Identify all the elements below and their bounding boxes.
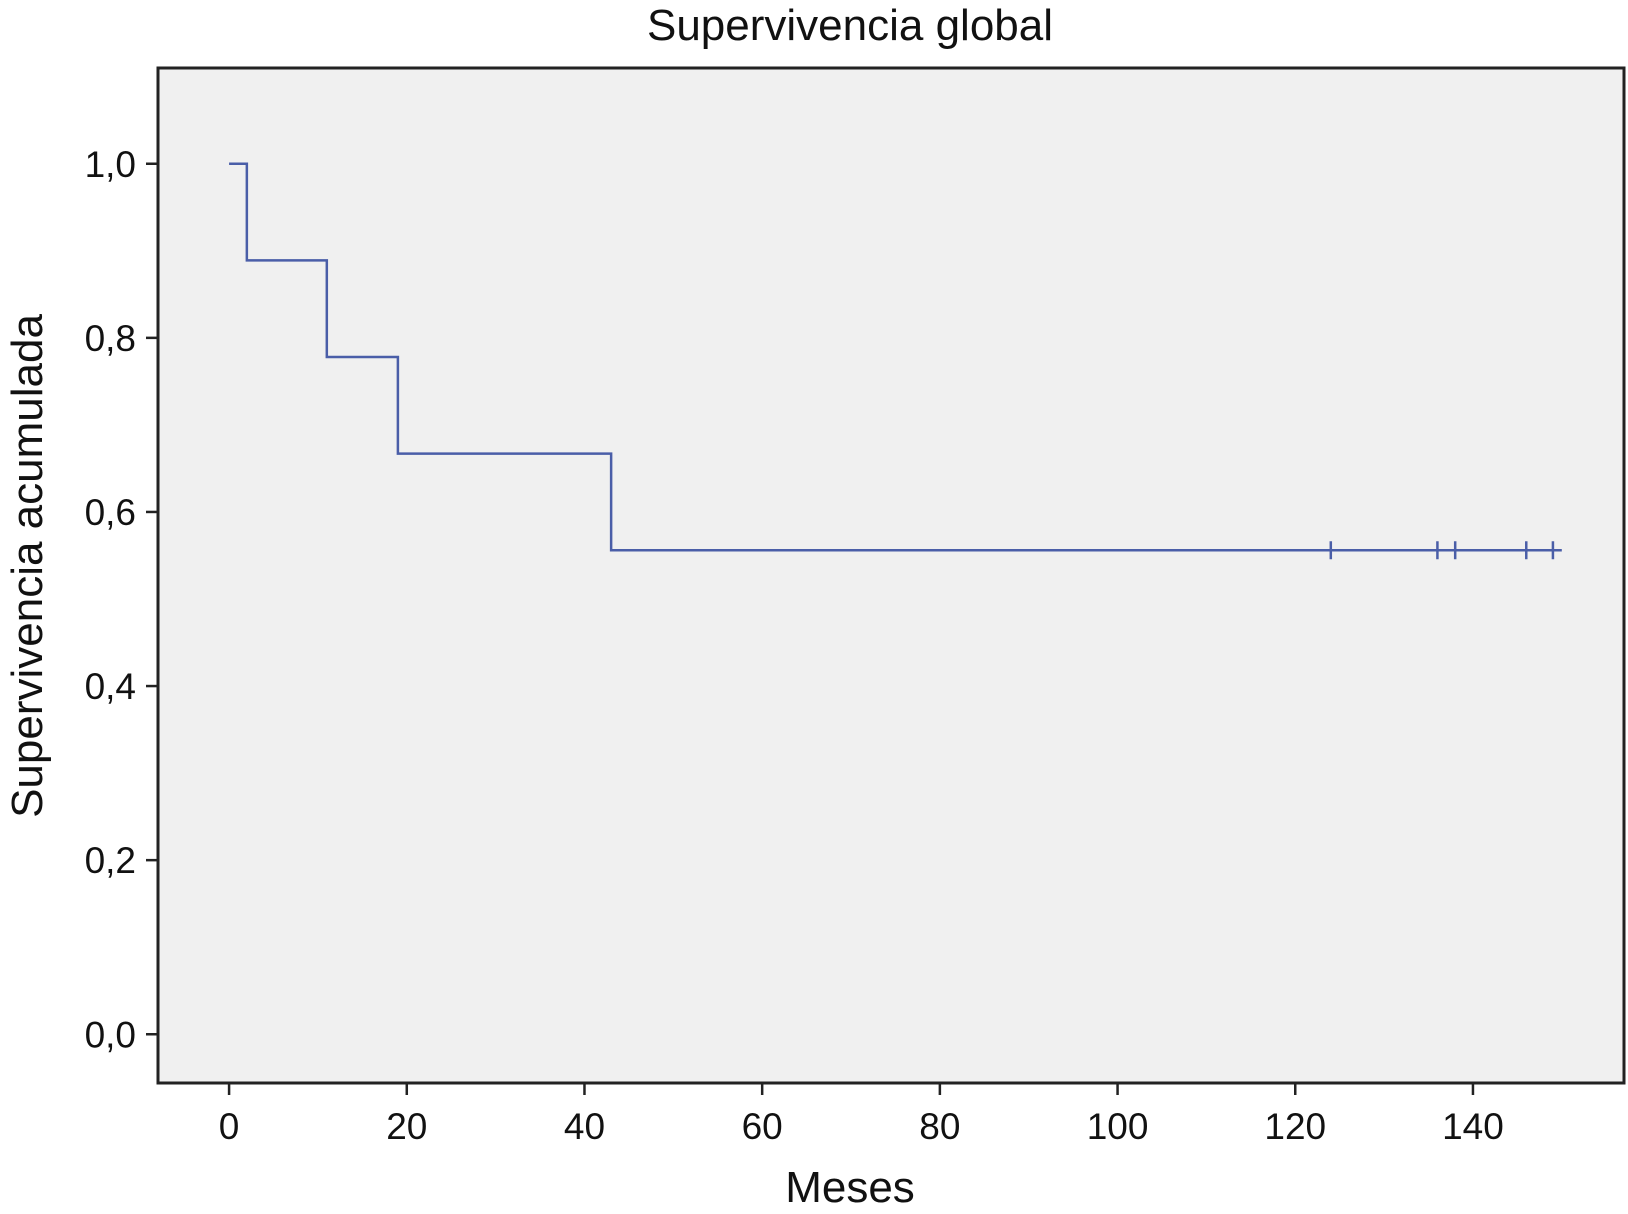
x-tick-label: 60 [742, 1106, 783, 1147]
y-tick-label: 0,4 [85, 666, 136, 707]
chart-title: Supervivencia global [647, 1, 1053, 50]
y-tick-label: 0,6 [85, 492, 136, 533]
series-layer [229, 162, 1562, 560]
x-tick-label: 140 [1442, 1106, 1504, 1147]
x-tick-label: 20 [386, 1106, 427, 1147]
plot-area [156, 66, 1626, 1085]
x-axis: 0 20 40 60 80 100 120 140 [219, 1083, 1504, 1147]
y-tick-label: 0,8 [85, 318, 136, 359]
y-tick-label: 0,2 [85, 840, 136, 881]
x-axis-title: Meses [785, 1163, 915, 1212]
y-axis: 0,0 0,2 0,4 0,6 0,8 1,0 [85, 144, 158, 1055]
x-tick-label: 0 [219, 1106, 240, 1147]
y-tick-label: 1,0 [85, 144, 136, 185]
x-tick-label: 80 [919, 1106, 960, 1147]
y-axis-title: Supervivencia acumulada [3, 314, 52, 818]
x-tick-label: 120 [1264, 1106, 1326, 1147]
x-tick-label: 40 [564, 1106, 605, 1147]
x-tick-label: 100 [1087, 1106, 1149, 1147]
y-tick-label: 0,0 [85, 1014, 136, 1055]
survival-step-line [229, 162, 1562, 552]
